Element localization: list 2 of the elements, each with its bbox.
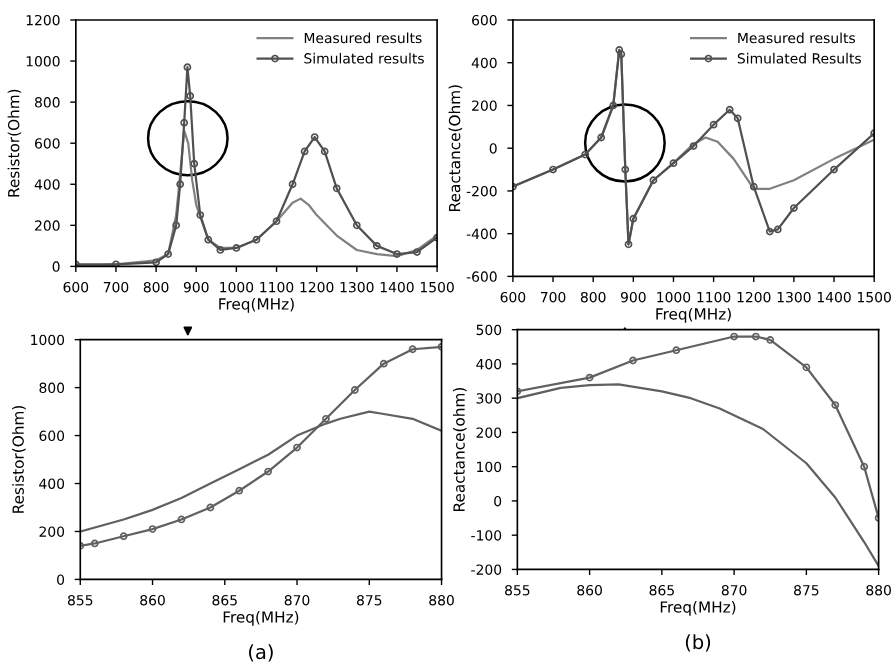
text: (a) (249, 644, 273, 662)
text: (b) (685, 634, 711, 652)
